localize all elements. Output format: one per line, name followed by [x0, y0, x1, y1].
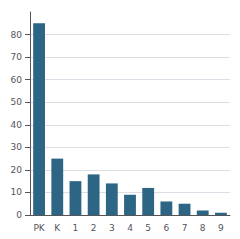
svg-text:6: 6: [163, 223, 169, 233]
svg-text:0: 0: [16, 210, 22, 220]
svg-text:30: 30: [11, 142, 23, 152]
svg-text:1: 1: [73, 223, 79, 233]
svg-text:9: 9: [218, 223, 224, 233]
svg-text:4: 4: [127, 223, 133, 233]
svg-text:K: K: [54, 223, 61, 233]
svg-text:3: 3: [109, 223, 115, 233]
svg-text:7: 7: [182, 223, 188, 233]
svg-text:40: 40: [11, 120, 23, 130]
svg-text:20: 20: [11, 165, 23, 175]
svg-text:10: 10: [11, 187, 23, 197]
svg-text:80: 80: [11, 30, 23, 40]
svg-text:5: 5: [145, 223, 151, 233]
svg-text:2: 2: [91, 223, 97, 233]
svg-text:60: 60: [11, 75, 23, 85]
svg-text:8: 8: [200, 223, 206, 233]
svg-text:50: 50: [11, 97, 23, 107]
svg-text:PK: PK: [33, 223, 45, 233]
svg-text:70: 70: [11, 52, 23, 62]
